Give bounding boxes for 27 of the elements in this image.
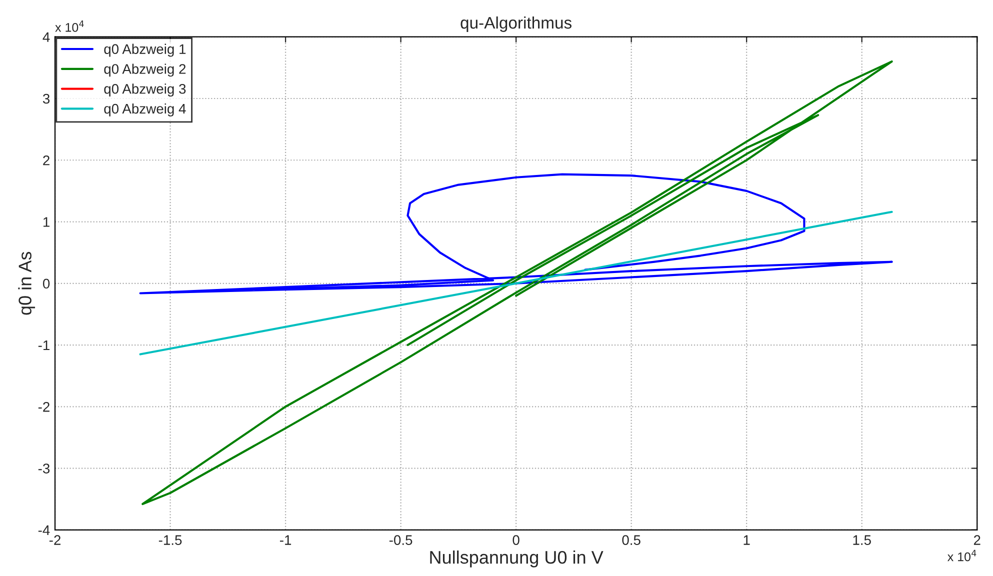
y-axis-title: q0 in As [18, 252, 36, 315]
x-tick-label: -0.5 [389, 535, 412, 545]
x-tick-label: 0 [512, 535, 520, 545]
text: x 10$^{4}$ [55, 20, 84, 32]
line-series [139, 173, 893, 294]
legend-label: q0 Abzweig 1 [104, 44, 186, 57]
y-tick-label: -3 [38, 464, 50, 474]
x-tick-label: 2 [974, 535, 980, 545]
y-tick-label: 1 [43, 217, 50, 227]
y-tick-label: 2 [43, 155, 50, 166]
y-tick-label: -1 [38, 340, 50, 350]
text: x 10$^{4}$ [948, 550, 976, 562]
legend-label: q0 Abzweig 2 [104, 64, 186, 77]
x-tick-label: 1 [744, 535, 750, 545]
y-tick-label: 4 [42, 32, 50, 42]
x-tick-label: -1 [280, 535, 292, 545]
x-tick-label: 1.5 [853, 535, 871, 545]
x-tick-label: 0.5 [622, 535, 640, 545]
y-tick-label: -2 [38, 402, 50, 412]
chart-title: qu-Algorithmus [460, 16, 572, 32]
x-axis-title: Nullspannung U0 in V [430, 550, 604, 568]
y-tick-label: 3 [42, 94, 50, 104]
legend-label: q0 Abzweig 3 [104, 84, 186, 97]
y-tick-label: 0 [42, 278, 50, 289]
y-tick-label: -4 [38, 525, 50, 535]
x-tick-label: -1.5 [158, 535, 182, 545]
legend-label: q0 Abzweig 4 [104, 103, 186, 116]
